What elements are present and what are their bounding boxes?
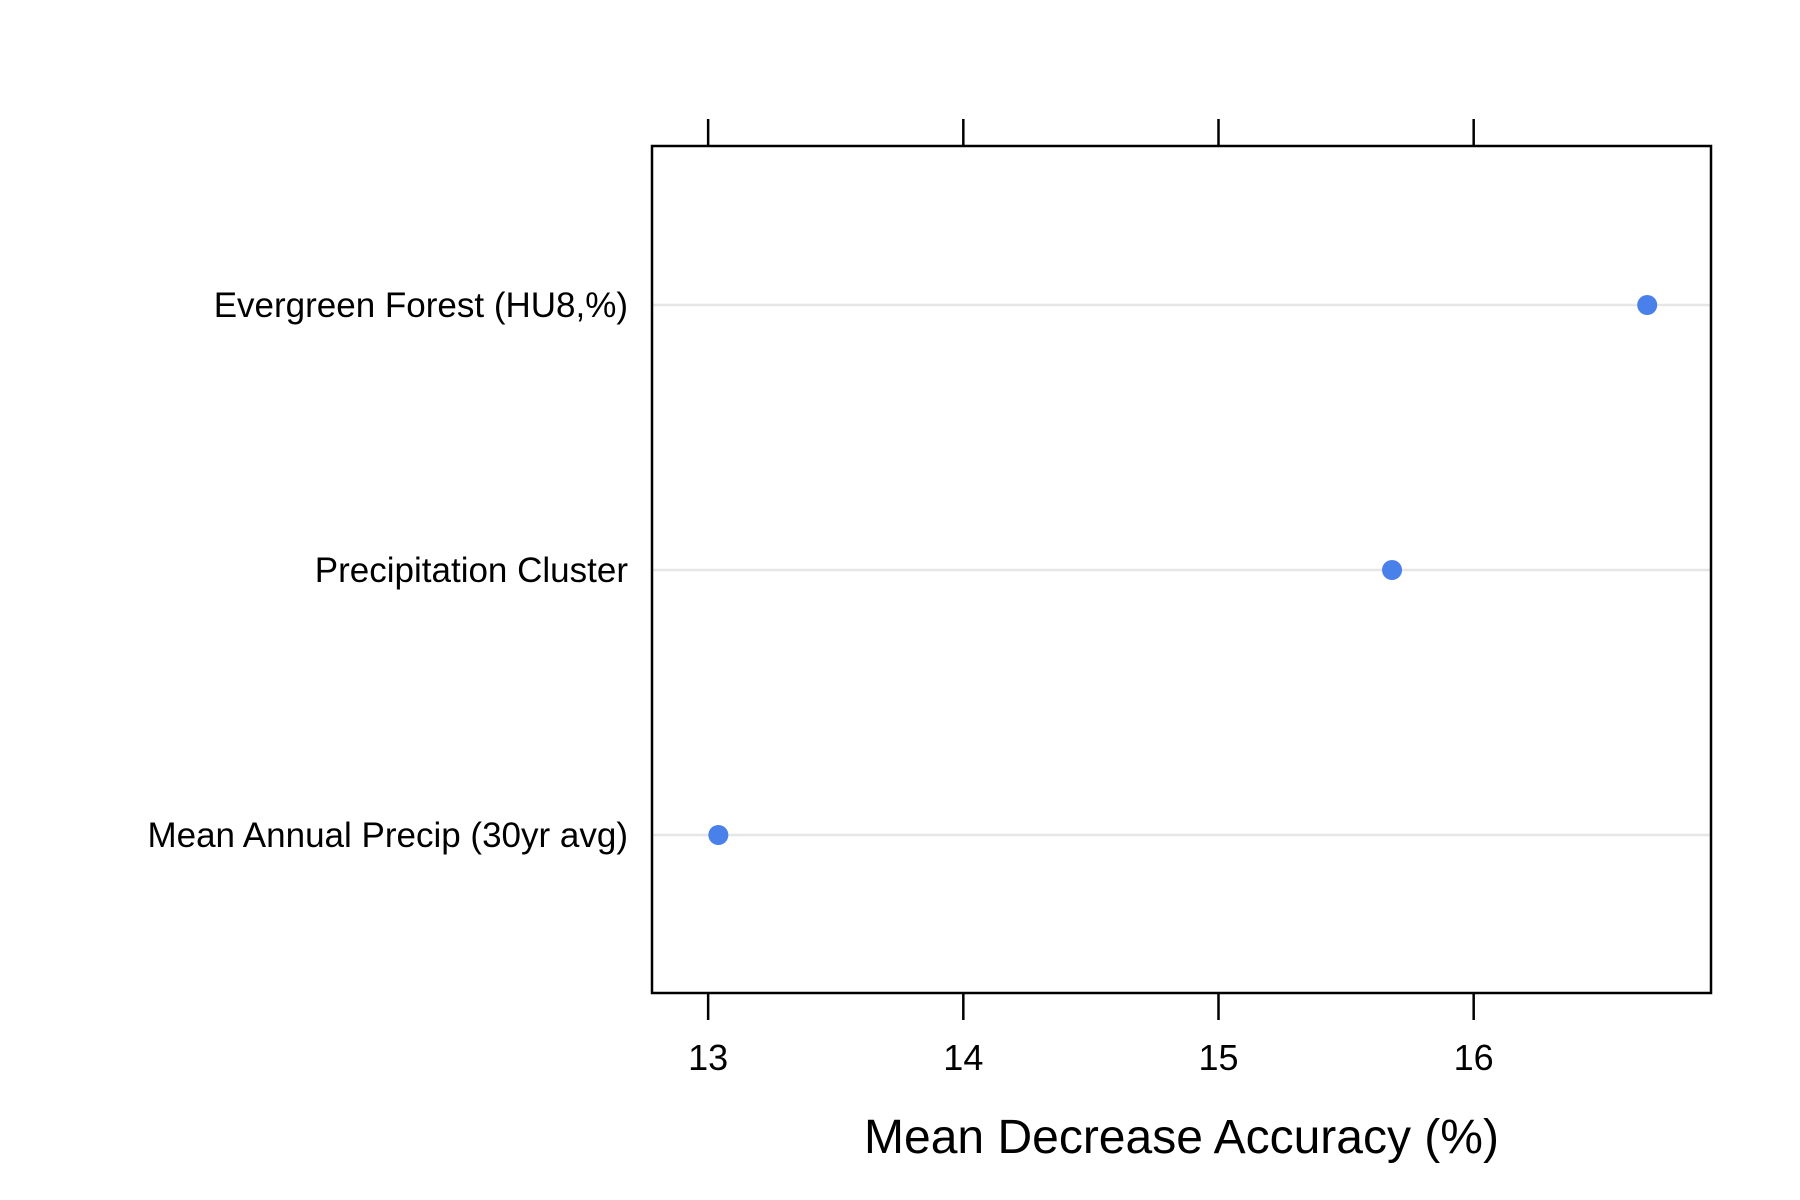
data-point [1637,295,1658,315]
bottom-ticks [706,993,1475,1020]
x-tick-labels: 13 14 15 16 [688,1037,1494,1078]
data-point [1382,560,1403,580]
gridlines [652,303,1711,837]
x-axis-title: Mean Decrease Accuracy (%) [864,1111,1499,1164]
data-point [708,825,729,845]
plot-frame [650,144,1713,995]
top-ticks [706,119,1475,146]
x-tick-label: 15 [1198,1037,1238,1078]
category-label: Precipitation Cluster [315,551,629,590]
category-labels: Evergreen Forest (HU8,%) Precipitation Cl… [147,286,628,855]
category-label: Mean Annual Precip (30yr avg) [147,816,628,855]
category-label: Evergreen Forest (HU8,%) [214,286,628,325]
data-points [708,295,1658,845]
x-tick-label: 16 [1454,1037,1494,1078]
x-tick-label: 14 [943,1037,983,1078]
x-tick-label: 13 [688,1037,728,1078]
